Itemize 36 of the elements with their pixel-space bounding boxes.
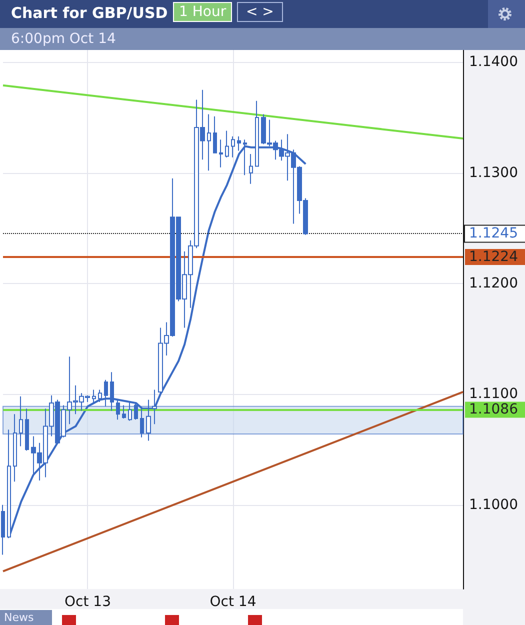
candlestick <box>225 130 229 158</box>
text: < > <box>237 2 283 22</box>
candlestick <box>25 408 29 452</box>
ref-line-label: 1.1086 <box>469 402 518 418</box>
candlestick <box>146 399 151 442</box>
chart-subtitle: 6:00pm Oct 14 <box>11 31 116 47</box>
candlestick <box>128 401 132 422</box>
y-tick-label: 1.1300 <box>469 164 518 181</box>
ref-line-label: 1.1224 <box>469 248 518 265</box>
candlestick <box>231 136 235 158</box>
ref-line-label: 1.1245 <box>469 226 518 242</box>
candlestick <box>213 116 217 154</box>
candlestick <box>13 414 17 482</box>
candlestick <box>122 404 126 420</box>
x-tick-label: Oct 13 <box>64 594 111 610</box>
candlestick <box>92 389 96 404</box>
candlestick <box>116 399 120 420</box>
candlestick <box>207 114 211 172</box>
candlestick <box>219 139 223 168</box>
candlestick <box>104 379 108 407</box>
y-tick-label: 1.1000 <box>469 496 518 513</box>
candlestick <box>134 401 138 420</box>
chart-title: Chart for GBP/USD <box>11 4 168 22</box>
candlestick <box>19 396 23 447</box>
candlestick <box>140 408 144 438</box>
text: News <box>0 610 52 625</box>
candlestick <box>98 389 102 402</box>
candlestick <box>249 154 253 184</box>
text: 1 Hour <box>173 2 232 22</box>
candlestick <box>110 372 114 412</box>
x-tick-label: Oct 14 <box>210 594 256 610</box>
y-tick-label: 1.1100 <box>469 386 518 402</box>
y-tick-label: 1.1400 <box>469 54 518 70</box>
candlestick <box>1 504 5 556</box>
y-tick-label: 1.1200 <box>469 276 518 292</box>
candlestick <box>152 389 157 425</box>
